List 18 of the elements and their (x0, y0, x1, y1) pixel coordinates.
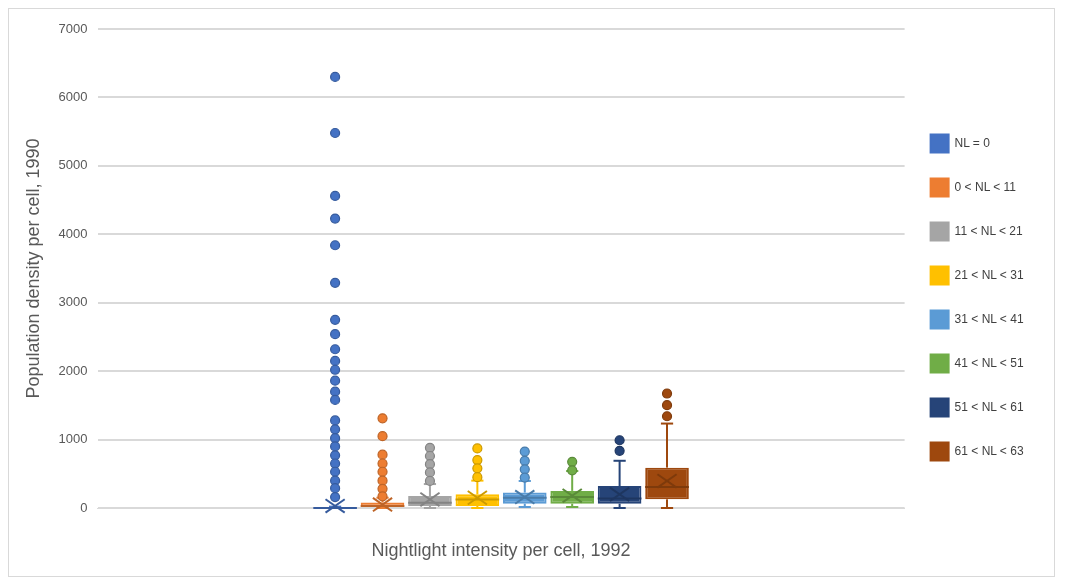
y-axis-title: Population density per cell, 1990 (22, 138, 43, 399)
y-tick-label: 0 (80, 499, 88, 515)
y-tick-label: 1000 (58, 431, 88, 447)
y-tick-label: 5000 (58, 157, 88, 173)
y-tick-label: 6000 (58, 89, 88, 105)
legend-label: 31 < NL < 41 (954, 311, 1024, 326)
legend-label: 51 < NL < 61 (954, 399, 1024, 414)
y-tick-label: 7000 (58, 20, 88, 36)
x-axis-title: Nightlight intensity per cell, 1992 (371, 540, 631, 561)
y-tick-label: 4000 (58, 225, 88, 241)
legend-label: 21 < NL < 31 (954, 267, 1024, 282)
legend-label: NL = 0 (954, 135, 991, 150)
y-tick-label: 2000 (58, 362, 88, 378)
legend-label: 61 < NL < 63 (954, 443, 1024, 458)
legend-label: 0 < NL < 11 (954, 179, 1017, 194)
y-tick-label: 3000 (58, 294, 88, 310)
legend-label: 11 < NL < 21 (954, 223, 1023, 238)
legend-label: 41 < NL < 51 (954, 355, 1024, 370)
